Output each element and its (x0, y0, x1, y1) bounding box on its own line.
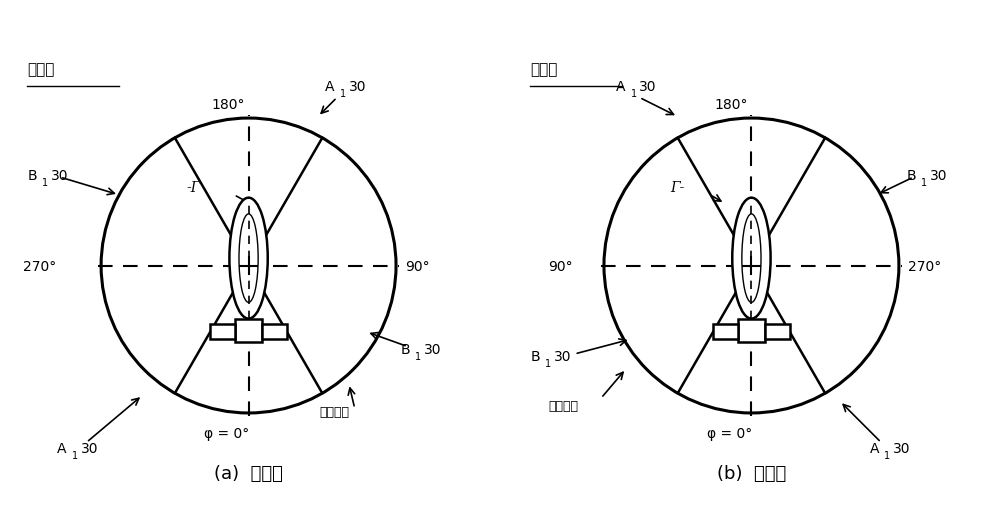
Text: 1: 1 (340, 89, 346, 99)
Text: 30: 30 (349, 81, 366, 95)
Text: 旋转方向: 旋转方向 (319, 406, 349, 419)
Text: 上旋翅: 上旋翅 (27, 62, 55, 77)
Text: B: B (400, 343, 410, 357)
Text: B: B (530, 350, 540, 364)
Text: 30: 30 (554, 350, 571, 364)
Text: A: A (616, 81, 625, 95)
Text: 下旋翅: 下旋翅 (530, 62, 558, 77)
Text: 90°: 90° (548, 260, 573, 275)
Text: 1: 1 (72, 451, 78, 461)
Text: φ = 0°: φ = 0° (707, 427, 752, 441)
Ellipse shape (229, 198, 268, 319)
Text: B: B (906, 169, 916, 183)
Text: B: B (27, 169, 37, 183)
Bar (738, 319, 765, 342)
Text: 90°: 90° (405, 260, 430, 275)
Text: 30: 30 (51, 169, 68, 183)
Ellipse shape (732, 198, 771, 319)
Text: 180°: 180° (714, 98, 748, 112)
Ellipse shape (239, 214, 258, 302)
Bar (235, 319, 262, 342)
Text: 270°: 270° (23, 260, 56, 275)
Text: Γ-: Γ- (670, 181, 685, 195)
Text: 30: 30 (639, 81, 657, 95)
Text: -Γ: -Γ (187, 181, 201, 195)
Bar (713, 324, 738, 339)
Text: A: A (325, 81, 335, 95)
Text: 1: 1 (415, 352, 421, 362)
Text: 30: 30 (930, 169, 947, 183)
Text: 1: 1 (884, 451, 890, 461)
Text: 1: 1 (921, 178, 927, 188)
Text: 30: 30 (424, 343, 442, 357)
Text: 1: 1 (545, 359, 551, 369)
Text: 270°: 270° (908, 260, 941, 275)
Text: (b)  下旋翅: (b) 下旋翅 (717, 465, 786, 483)
Text: (a)  上旋翅: (a) 上旋翅 (214, 465, 283, 483)
Text: 旋转方向: 旋转方向 (548, 400, 578, 413)
Text: A: A (57, 442, 66, 456)
Ellipse shape (742, 214, 761, 302)
Bar (210, 324, 235, 339)
Bar (765, 324, 790, 339)
Bar (262, 324, 287, 339)
Text: 30: 30 (893, 442, 910, 456)
Text: 180°: 180° (211, 98, 245, 112)
Text: 1: 1 (42, 178, 48, 188)
Text: 1: 1 (631, 89, 637, 99)
Text: φ = 0°: φ = 0° (204, 427, 249, 441)
Text: 30: 30 (80, 442, 98, 456)
Text: A: A (869, 442, 879, 456)
